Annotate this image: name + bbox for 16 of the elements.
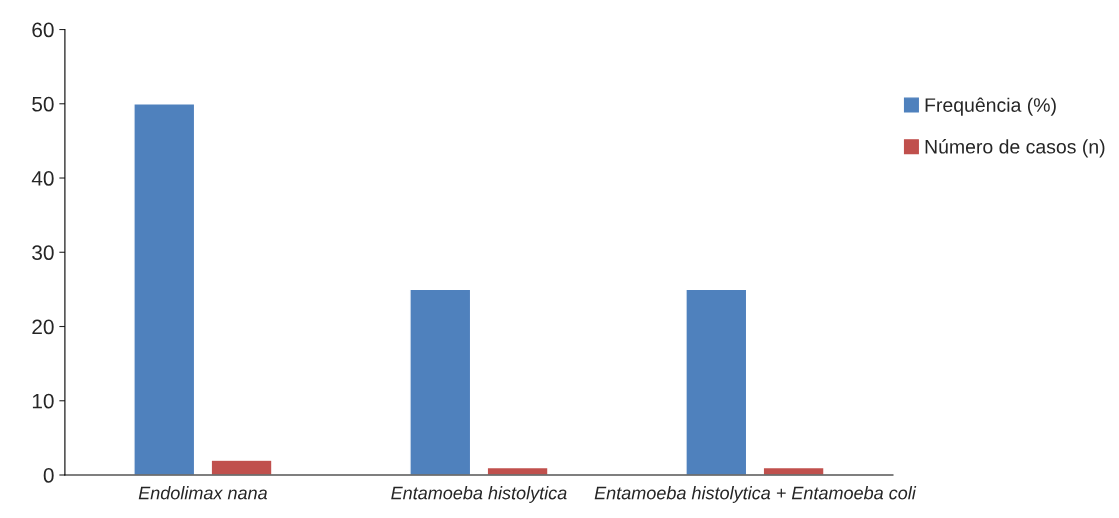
y-tick-label: 40 bbox=[31, 171, 54, 186]
bar bbox=[133, 103, 196, 476]
legend-label: Número de casos (n) bbox=[925, 139, 1105, 158]
bar bbox=[409, 288, 472, 476]
y-tick-label: 20 bbox=[32, 319, 54, 335]
bar bbox=[210, 459, 273, 476]
y-tick-label: 30 bbox=[32, 245, 54, 261]
x-tick-label: Entamoeba histolytica bbox=[391, 486, 567, 503]
y-tick-label: 60 bbox=[32, 22, 54, 38]
legend-label: Frequência (%) bbox=[925, 97, 1056, 116]
y-tick-label: 50 bbox=[32, 96, 54, 112]
y-tick-label: 10 bbox=[32, 393, 54, 409]
bar bbox=[685, 288, 748, 476]
x-tick-label: Endolimax nana bbox=[138, 486, 268, 500]
y-tick-label: 0 bbox=[43, 468, 54, 483]
x-tick-label: Entamoeba histolytica + Entamoeba coli bbox=[594, 486, 917, 503]
